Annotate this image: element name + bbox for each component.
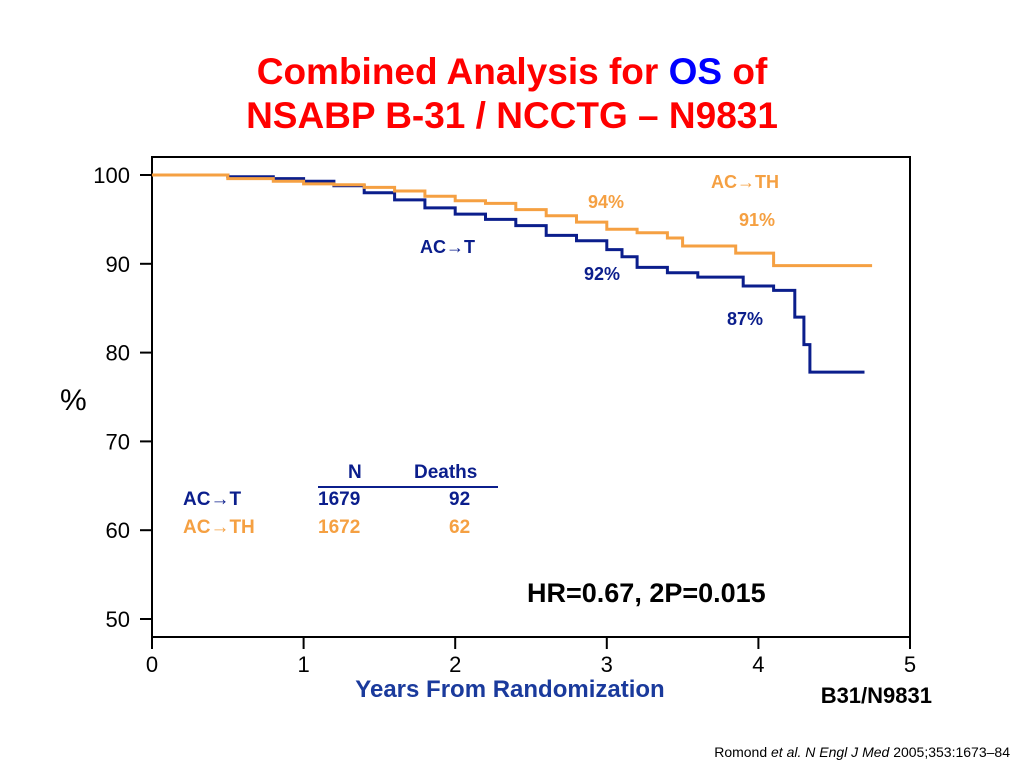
acth-94-label: 94%	[588, 192, 625, 212]
table-row-arm: AC→TH	[183, 517, 255, 538]
acth-survival-line	[152, 173, 873, 268]
act-curve-label: AC→T	[420, 237, 475, 257]
chart-lines	[152, 173, 873, 374]
arrow-icon: →	[737, 172, 755, 192]
x-tick-label: 1	[297, 652, 309, 677]
title-os: OS	[668, 51, 723, 92]
y-tick-label: 100	[93, 163, 130, 188]
table-row-deaths: 62	[449, 517, 471, 538]
y-tick-label: 90	[106, 252, 130, 277]
y-tick-label: 60	[106, 518, 130, 543]
slide-title: Combined Analysis for OS of NSABP B-31 /…	[0, 50, 1024, 138]
table-header-n: N	[348, 462, 362, 483]
chart-axes	[151, 156, 911, 638]
table-row-n: 1672	[318, 517, 361, 538]
y-axis-label: %	[60, 384, 87, 417]
table-row-n: 1679	[318, 489, 361, 510]
x-tick-label: 4	[752, 652, 764, 677]
arrow-icon: →	[446, 237, 464, 257]
x-tick-label: 3	[601, 652, 613, 677]
x-tick-label: 5	[904, 652, 916, 677]
y-tick-label: 70	[106, 429, 130, 454]
acth-91-label: 91%	[739, 210, 776, 230]
chart-ticks: 100 90 80 70 60 50 0 1 2 3 4 5	[93, 163, 916, 677]
act-87-label: 87%	[727, 309, 764, 329]
plot-frame	[151, 156, 911, 638]
table-header-deaths: Deaths	[414, 462, 478, 483]
x-tick-label: 0	[146, 652, 158, 677]
table-row-arm: AC→T	[183, 489, 242, 510]
acth-curve-label: AC→TH	[711, 172, 779, 192]
act-92-label: 92%	[584, 264, 621, 284]
title-line-1: Combined Analysis for OS of	[256, 51, 768, 92]
title-line-2: NSABP B-31 / NCCTG – N9831	[246, 95, 778, 136]
hazard-ratio-text: HR=0.67, 2P=0.015	[527, 578, 766, 608]
y-tick-label: 80	[106, 341, 130, 366]
source-label: B31/N9831	[820, 683, 932, 708]
arrow-icon: →	[210, 489, 230, 510]
table-header-rule	[318, 486, 498, 488]
table-row-deaths: 92	[449, 489, 471, 510]
citation: Romond et al. N Engl J Med 2005;353:1673…	[714, 744, 1010, 760]
y-tick-label: 50	[106, 607, 130, 632]
arrow-icon: →	[210, 517, 230, 538]
x-axis-label: Years From Randomization	[355, 676, 665, 703]
x-tick-label: 2	[449, 652, 461, 677]
